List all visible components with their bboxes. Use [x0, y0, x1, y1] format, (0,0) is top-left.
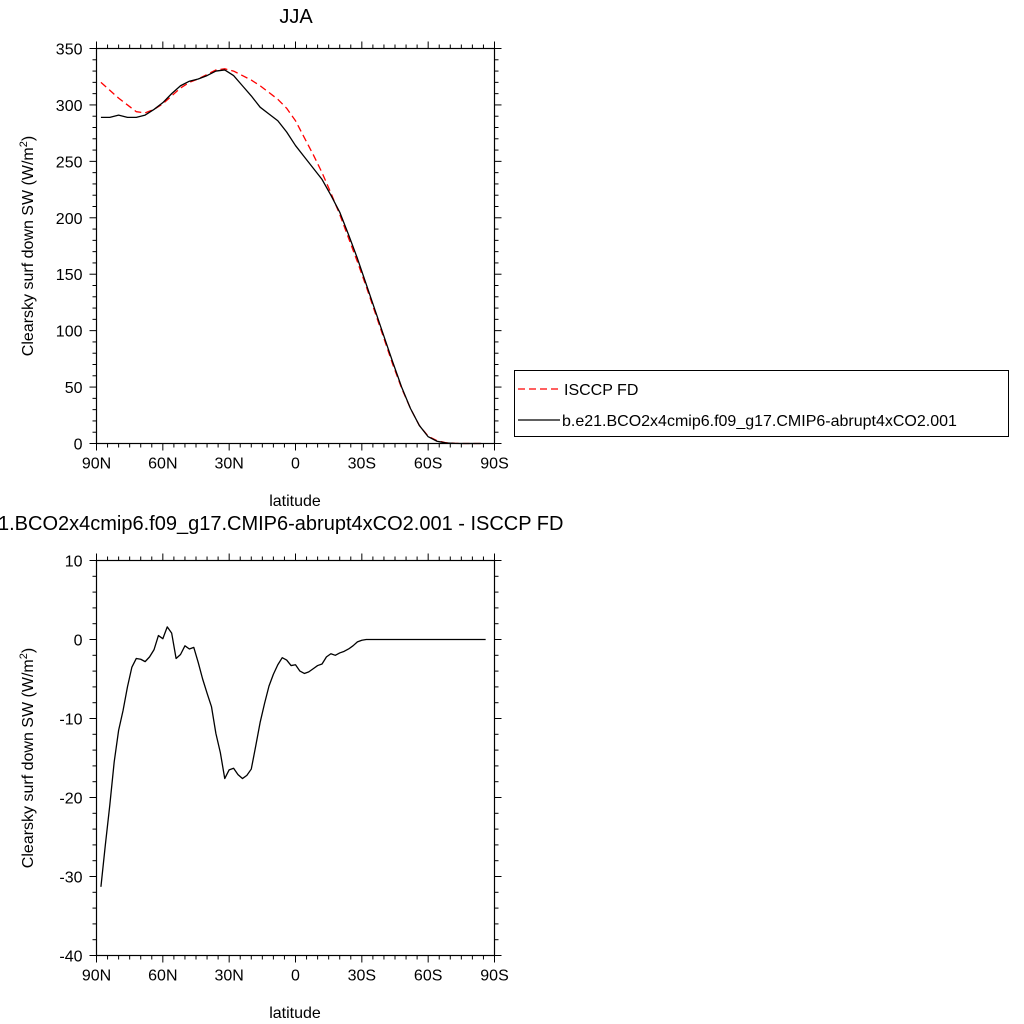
top-x-tick-label: 60N	[148, 456, 177, 473]
bottom-y-axis-title-main: Clearsky surf down SW (W/m	[20, 659, 37, 868]
top-x-tick-label: 30S	[348, 456, 376, 473]
bot-x-tick-label: 30S	[348, 968, 376, 985]
bottom-y-axis-title-sup: 2	[18, 653, 30, 659]
top-panel: JJA 90N 60N 30N 0 30S 60S 90S 0 50 100 150 200 250 3…	[18, 6, 509, 510]
top-x-tick-labels: 90N 60N 30N 0 30S 60S 90S	[82, 456, 509, 473]
bottom-plot-frame	[95, 559, 496, 957]
bot-x-tick-label: 30N	[214, 968, 243, 985]
top-series-group	[100, 68, 482, 445]
bottom-y-axis-title-end: )	[20, 648, 37, 653]
legend-label-model: b.e21.BCO2x4cmip6.f09_g17.CMIP6-abrupt4x…	[562, 413, 957, 430]
bot-x-tick-label: 90S	[480, 968, 508, 985]
top-x-tick-label: 90N	[82, 456, 111, 473]
top-x-tick-label: 0	[291, 456, 300, 473]
bottom-panel: 1.BCO2x4cmip6.f09_g17.CMIP6-abrupt4xCO2.…	[0, 513, 563, 1022]
top-y-tick-label: 0	[74, 437, 83, 454]
bottom-y-tick-labels: -40 -30 -20 -10 0 10	[59, 554, 82, 966]
top-y-axis-title-sup: 2	[18, 141, 30, 147]
bottom-y-axis-title: Clearsky surf down SW (W/m2)	[18, 648, 37, 868]
top-y-tick-labels: 0 50 100 150 200 250 300 350	[56, 42, 83, 454]
top-series-line-0	[100, 68, 482, 445]
top-y-tick-label: 200	[56, 211, 83, 228]
bot-y-tick-label: -10	[59, 712, 82, 729]
top-y-tick-label: 250	[56, 154, 83, 171]
bottom-x-tick-labels: 90N 60N 30N 0 30S 60S 90S	[82, 968, 509, 985]
bottom-chart-title: 1.BCO2x4cmip6.f09_g17.CMIP6-abrupt4xCO2.…	[0, 513, 563, 535]
top-y-tick-label: 150	[56, 267, 83, 284]
top-y-tick-label: 50	[65, 380, 83, 397]
top-x-axis-title: latitude	[269, 493, 321, 510]
legend: ISCCP FD b.e21.BCO2x4cmip6.f09_g17.CMIP6…	[514, 370, 1009, 437]
top-y-tick-label: 300	[56, 98, 83, 115]
bot-y-tick-label: 0	[74, 633, 83, 650]
top-y-axis-title-end: )	[20, 136, 37, 141]
bot-y-tick-label: -40	[59, 949, 82, 966]
bot-x-tick-label: 60N	[148, 968, 177, 985]
top-y-tick-label: 100	[56, 324, 83, 341]
top-x-tick-label: 90S	[480, 456, 508, 473]
bottom-x-axis-title: latitude	[269, 1005, 321, 1022]
top-x-tick-label: 60S	[414, 456, 442, 473]
top-x-tick-label: 30N	[214, 456, 243, 473]
bot-x-tick-label: 0	[291, 968, 300, 985]
bottom-axes-ticks	[89, 553, 502, 963]
top-series-line-1	[100, 69, 482, 445]
top-y-axis-title-main: Clearsky surf down SW (W/m	[20, 147, 37, 356]
bot-series-line-0	[100, 626, 486, 887]
legend-label-isccp: ISCCP FD	[564, 382, 638, 399]
top-plot-frame	[95, 47, 496, 445]
top-axes-ticks	[89, 41, 502, 451]
legend-box	[514, 370, 1009, 437]
bot-x-tick-label: 90N	[82, 968, 111, 985]
top-y-tick-label: 350	[56, 42, 83, 59]
top-chart-title: JJA	[279, 6, 313, 28]
bottom-series-group	[100, 626, 486, 887]
top-y-axis-title: Clearsky surf down SW (W/m2)	[18, 136, 37, 356]
bot-y-tick-label: 10	[65, 554, 83, 571]
bot-y-tick-label: -20	[59, 791, 82, 808]
bot-x-tick-label: 60S	[414, 968, 442, 985]
bot-y-tick-label: -30	[59, 870, 82, 887]
